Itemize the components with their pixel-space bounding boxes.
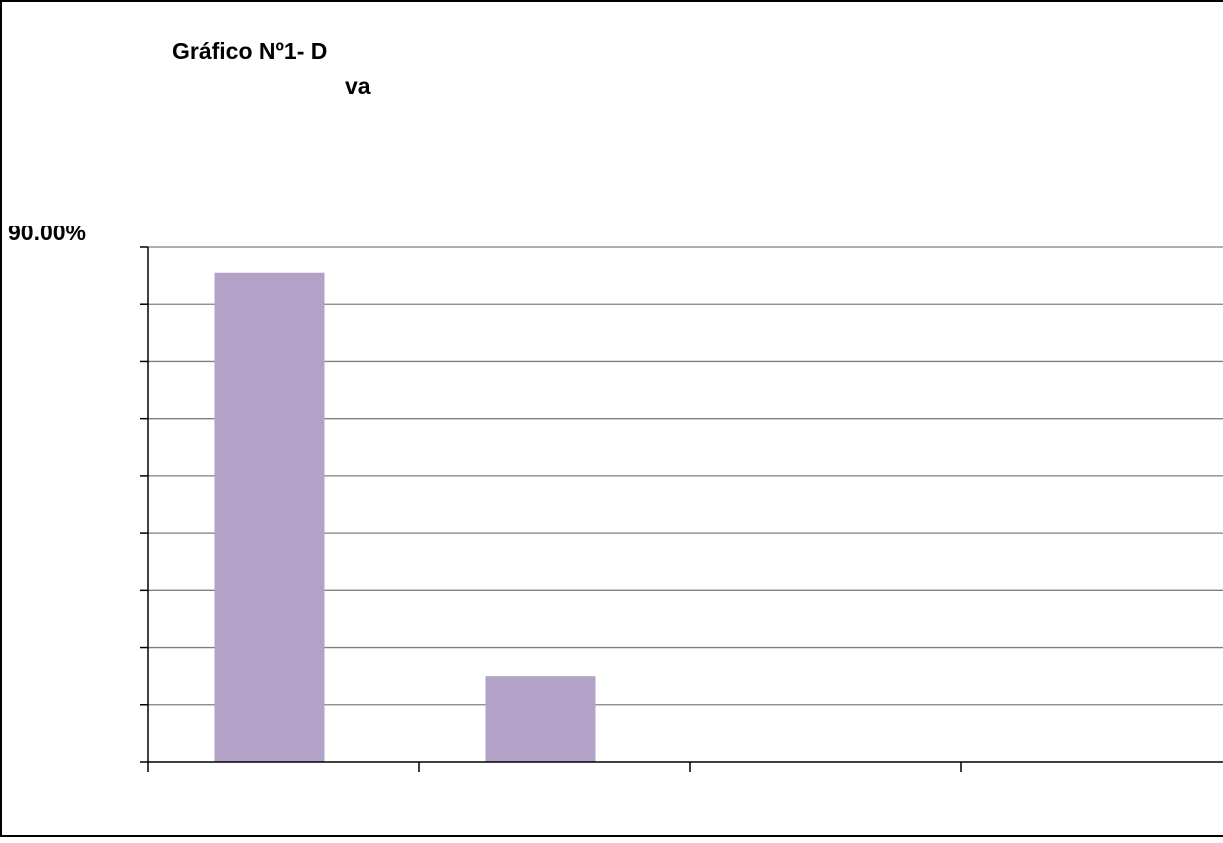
chart-title-line-2: va [345, 73, 371, 100]
chart-title: Gráfico Nº1- D va [0, 0, 390, 130]
y-tick-label-max: 90.00% [8, 226, 112, 242]
bars [215, 273, 596, 762]
bar [215, 273, 325, 762]
bar [486, 676, 596, 762]
chart-title-line-1: Gráfico Nº1- D [172, 38, 327, 65]
